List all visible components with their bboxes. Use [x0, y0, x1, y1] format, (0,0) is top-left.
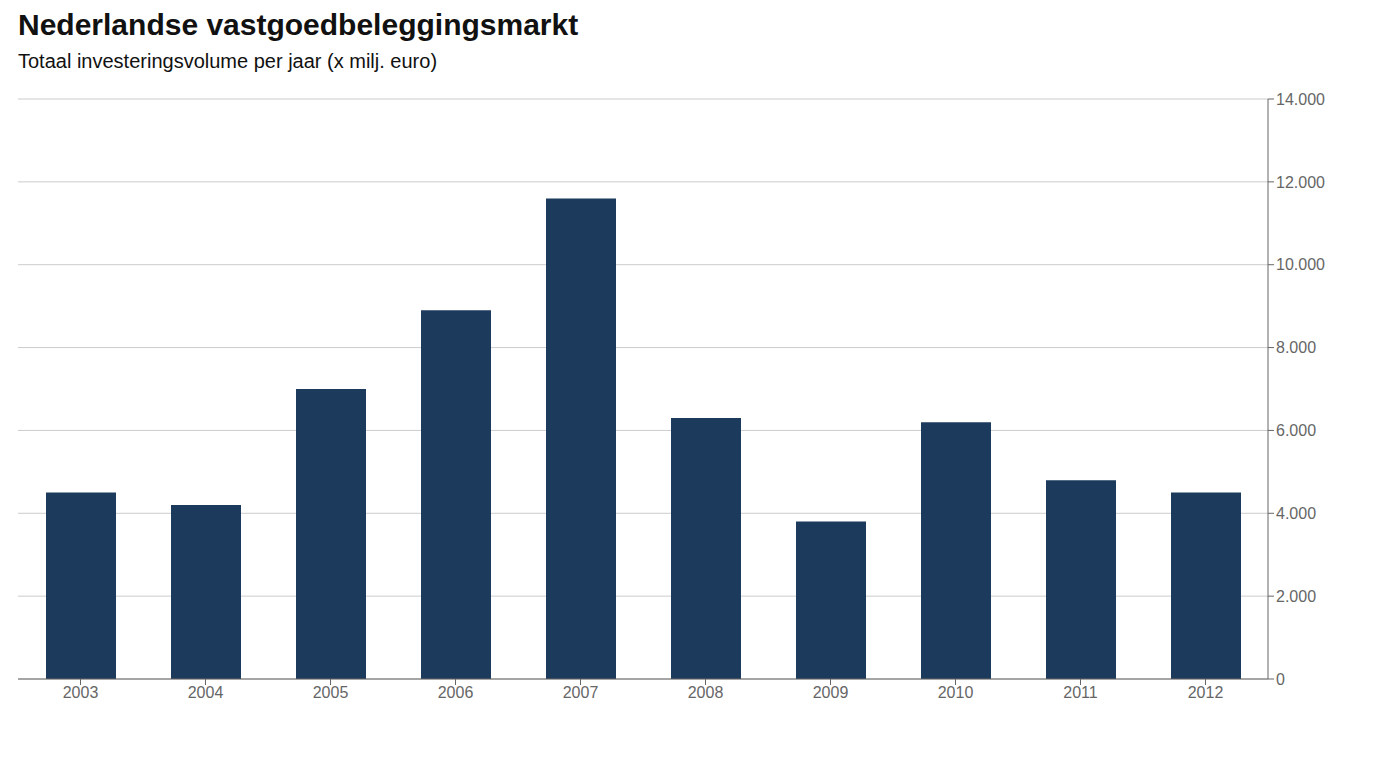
svg-text:2007: 2007: [563, 684, 599, 701]
svg-text:12.000: 12.000: [1276, 174, 1325, 191]
svg-text:6.000: 6.000: [1276, 422, 1316, 439]
svg-text:2012: 2012: [1188, 684, 1224, 701]
svg-text:2006: 2006: [438, 684, 474, 701]
svg-text:2010: 2010: [938, 684, 974, 701]
svg-text:4.000: 4.000: [1276, 505, 1316, 522]
html-text:Nederlandse vastgoedbeleggings: Nederlandse vastgoedbeleggingsmarkt: [18, 8, 579, 41]
svg-text:2.000: 2.000: [1276, 588, 1316, 605]
svg-text:2004: 2004: [188, 684, 224, 701]
svg-text:2011: 2011: [1063, 684, 1098, 701]
svg-text:2003: 2003: [63, 684, 99, 701]
svg-text:2008: 2008: [688, 684, 724, 701]
svg-text:14.000: 14.000: [1276, 91, 1325, 108]
svg-text:8.000: 8.000: [1276, 339, 1316, 356]
svg-text:2005: 2005: [313, 684, 349, 701]
svg-text:0: 0: [1276, 671, 1285, 688]
svg-text:10.000: 10.000: [1276, 256, 1325, 273]
html-text:Totaal investeringsvolume per: Totaal investeringsvolume per jaar (x mi…: [18, 50, 438, 72]
svg-text:2009: 2009: [813, 684, 849, 701]
